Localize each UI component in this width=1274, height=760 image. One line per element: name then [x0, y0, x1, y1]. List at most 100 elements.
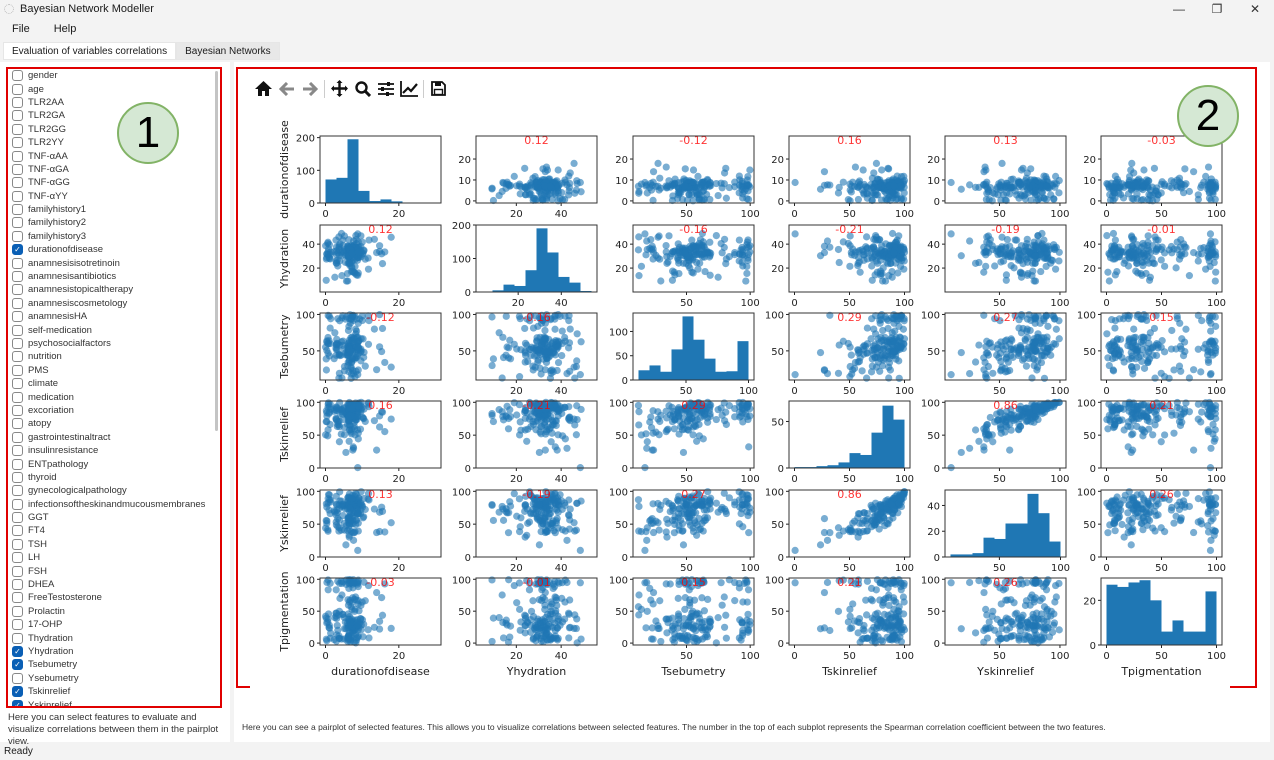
checkbox[interactable]: ✓ — [12, 659, 23, 671]
feature-list-item[interactable]: TSH — [8, 538, 220, 551]
feature-list-item[interactable]: anamnesisHA — [8, 310, 220, 323]
checkbox[interactable] — [12, 123, 23, 135]
checkbox[interactable] — [12, 404, 23, 416]
feature-list-item[interactable]: Prolactin — [8, 605, 220, 618]
feature-list-item[interactable]: 17-OHP — [8, 618, 220, 631]
feature-list-item[interactable]: Ysebumetry — [8, 672, 220, 685]
feature-list-item[interactable]: excoriation — [8, 404, 220, 417]
checkbox[interactable] — [12, 445, 23, 457]
feature-list-item[interactable]: TNF-αAA — [8, 149, 220, 162]
feature-list[interactable]: gender age TLR2AA TLR2GA TLR2GG TLR2YY TNF-αAA… — [6, 67, 222, 708]
feature-list-item[interactable]: psychosocialfactors — [8, 337, 220, 350]
checkbox[interactable] — [12, 351, 23, 363]
feature-list-item[interactable]: gender — [8, 69, 220, 82]
checkbox[interactable] — [12, 150, 23, 162]
feature-list-item[interactable]: TLR2GA — [8, 109, 220, 122]
tab-bayesian-networks[interactable]: Bayesian Networks — [176, 42, 280, 60]
scrollbar[interactable] — [215, 71, 218, 431]
feature-list-item[interactable]: gastrointestinaltract — [8, 431, 220, 444]
checkbox[interactable] — [12, 96, 23, 108]
feature-list-item[interactable]: LH — [8, 551, 220, 564]
pan-icon[interactable] — [330, 79, 349, 98]
checkbox[interactable] — [12, 672, 23, 684]
maximize-button[interactable]: ❐ — [1211, 2, 1223, 16]
feature-list-item[interactable]: TNF-αGA — [8, 163, 220, 176]
checkbox[interactable] — [12, 204, 23, 216]
checkbox[interactable] — [12, 297, 23, 309]
checkbox[interactable] — [12, 177, 23, 189]
feature-list-item[interactable]: TNF-αGG — [8, 176, 220, 189]
feature-list-item[interactable]: TLR2AA — [8, 96, 220, 109]
checkbox[interactable] — [12, 364, 23, 376]
checkbox[interactable] — [12, 83, 23, 95]
feature-list-item[interactable]: ✓ Yhydration — [8, 645, 220, 658]
feature-list-item[interactable]: Thydration — [8, 631, 220, 644]
feature-list-item[interactable]: GGT — [8, 511, 220, 524]
feature-list-item[interactable]: ✓ Tsebumetry — [8, 658, 220, 671]
feature-list-item[interactable]: infectionsoftheskinandmucousmembranes — [8, 498, 220, 511]
checkbox[interactable] — [12, 471, 23, 483]
checkbox[interactable]: ✓ — [12, 244, 23, 256]
edit-axes-icon[interactable] — [399, 79, 418, 98]
checkbox[interactable]: ✓ — [12, 645, 23, 657]
feature-list-item[interactable]: thyroid — [8, 471, 220, 484]
minimize-button[interactable]: — — [1173, 2, 1185, 16]
checkbox[interactable] — [12, 230, 23, 242]
feature-list-item[interactable]: insulinresistance — [8, 444, 220, 457]
feature-list-item[interactable]: medication — [8, 390, 220, 403]
checkbox[interactable] — [12, 592, 23, 604]
checkbox[interactable] — [12, 498, 23, 510]
feature-list-item[interactable]: ENTpathology — [8, 457, 220, 470]
menu-file[interactable]: File — [12, 23, 30, 35]
checkbox[interactable] — [12, 271, 23, 283]
feature-list-item[interactable]: anamnesisisotretinoin — [8, 256, 220, 269]
feature-list-item[interactable]: familyhistory1 — [8, 203, 220, 216]
feature-list-item[interactable]: ✓ durationofdisease — [8, 243, 220, 256]
feature-list-item[interactable]: anamnesistopicaltherapy — [8, 283, 220, 296]
checkbox[interactable] — [12, 632, 23, 644]
checkbox[interactable] — [12, 552, 23, 564]
checkbox[interactable] — [12, 538, 23, 550]
feature-list-item[interactable]: anamnesisantibiotics — [8, 270, 220, 283]
checkbox[interactable] — [12, 324, 23, 336]
checkbox[interactable] — [12, 338, 23, 349]
checkbox[interactable] — [12, 311, 23, 323]
forward-arrow-icon[interactable] — [300, 79, 319, 98]
checkbox[interactable] — [12, 619, 23, 631]
feature-list-item[interactable]: familyhistory2 — [8, 216, 220, 229]
checkbox[interactable] — [12, 110, 23, 122]
checkbox[interactable] — [12, 485, 23, 497]
back-arrow-icon[interactable] — [277, 79, 296, 98]
checkbox[interactable] — [12, 217, 23, 229]
feature-list-item[interactable]: TLR2YY — [8, 136, 220, 149]
feature-list-item[interactable]: self-medication — [8, 323, 220, 336]
feature-list-item[interactable]: anamnesiscosmetology — [8, 297, 220, 310]
feature-list-item[interactable]: familyhistory3 — [8, 230, 220, 243]
close-button[interactable]: ✕ — [1249, 2, 1261, 16]
feature-list-item[interactable]: age — [8, 82, 220, 95]
feature-list-item[interactable]: TNF-αYY — [8, 190, 220, 203]
feature-list-item[interactable]: DHEA — [8, 578, 220, 591]
checkbox[interactable] — [12, 579, 23, 591]
configure-subplots-icon[interactable] — [376, 79, 395, 98]
feature-list-item[interactable]: PMS — [8, 364, 220, 377]
checkbox[interactable] — [12, 512, 23, 524]
checkbox[interactable]: ✓ — [12, 699, 23, 706]
feature-list-item[interactable]: FSH — [8, 564, 220, 577]
feature-list-item[interactable]: atopy — [8, 417, 220, 430]
checkbox[interactable] — [12, 190, 23, 202]
home-icon[interactable] — [254, 79, 273, 98]
checkbox[interactable] — [12, 391, 23, 403]
feature-list-item[interactable]: TLR2GG — [8, 123, 220, 136]
feature-list-item[interactable]: nutrition — [8, 350, 220, 363]
feature-list-item[interactable]: gynecologicalpathology — [8, 484, 220, 497]
checkbox[interactable] — [12, 284, 23, 296]
checkbox[interactable] — [12, 163, 23, 175]
checkbox[interactable]: ✓ — [12, 686, 23, 698]
feature-list-item[interactable]: FreeTestosterone — [8, 591, 220, 604]
checkbox[interactable] — [12, 137, 23, 149]
feature-list-item[interactable]: ✓ Yskinrelief — [8, 698, 220, 706]
checkbox[interactable] — [12, 418, 23, 430]
checkbox[interactable] — [12, 565, 23, 577]
zoom-icon[interactable] — [353, 79, 372, 98]
